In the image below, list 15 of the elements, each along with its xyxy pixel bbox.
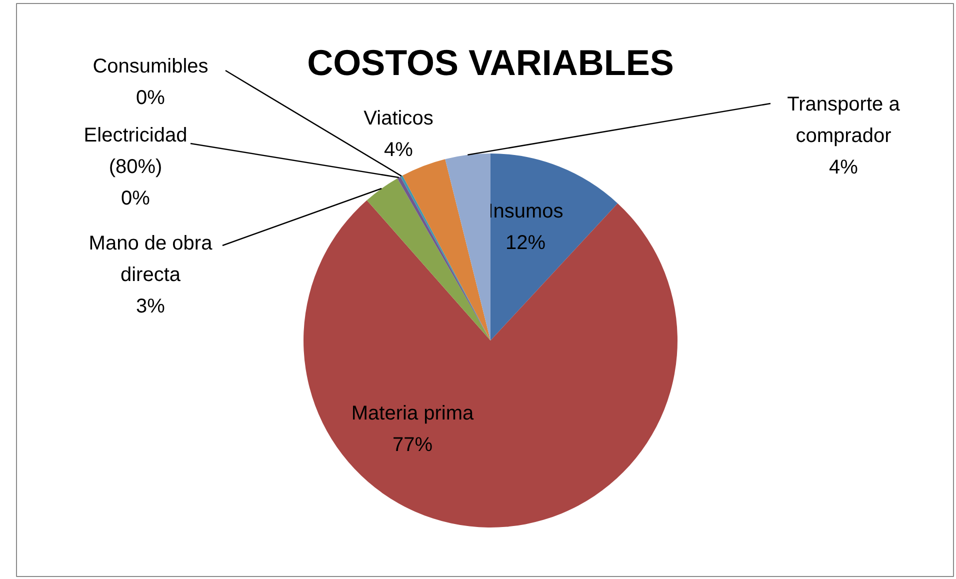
data-label: 0%	[136, 87, 166, 109]
data-label: 12%	[505, 232, 546, 254]
data-label: 3%	[136, 296, 166, 318]
data-label: 0%	[121, 188, 150, 210]
slice-label: Materia prima	[351, 402, 475, 424]
slice-label: Transporte a comprador	[787, 94, 901, 147]
data-label: 4%	[384, 139, 414, 161]
chart-title: COSTOS VARIABLES	[307, 42, 674, 83]
data-label: 77%	[392, 434, 433, 456]
slice-label: Electricidad (80%)	[84, 124, 188, 178]
data-label: 4%	[829, 156, 858, 178]
slice-label: Insumos	[488, 200, 564, 222]
slice-label: Consumibles	[92, 56, 208, 78]
slice-label: Viaticos	[364, 108, 434, 130]
slice-label: Mano de obra directa	[88, 232, 214, 286]
